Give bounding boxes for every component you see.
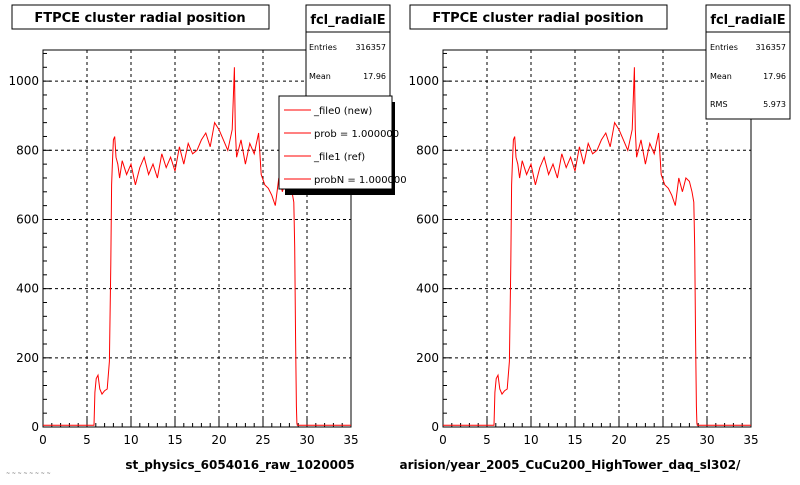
footer-text: ~ ~ ~ ~ ~ ~ ~ ~ [6, 471, 51, 477]
y-tick-label: 800 [416, 143, 439, 157]
series-group [443, 67, 751, 426]
y-tick-label: 600 [416, 212, 439, 226]
y-tick-label: 1000 [408, 74, 439, 88]
y-tick-label: 200 [416, 351, 439, 365]
legend-box: _file0 (new) prob = 1.000000 _file1 (ref… [278, 95, 407, 195]
x-axis-label: st_physics_6054016_raw_1020005 [125, 458, 354, 473]
y-tick-label: 200 [16, 351, 39, 365]
stats-entries-label: Entries [309, 43, 337, 52]
stats-rms-value: 5.973 [763, 100, 786, 109]
plot-frame [42, 49, 352, 428]
stats-mean-label: Mean [309, 72, 331, 81]
x-tick-label: 0 [39, 433, 47, 447]
x-tick-label: 20 [611, 433, 626, 447]
x-tick-label: 10 [523, 433, 538, 447]
legend-entry-prob: prob = 1.000000 [314, 129, 399, 140]
y-tick-label: 1000 [8, 74, 39, 88]
x-tick-label: 5 [483, 433, 491, 447]
stats-name: fcl_radialE [710, 13, 785, 28]
stats-entries-value: 316357 [755, 43, 786, 52]
x-tick-label: 20 [211, 433, 226, 447]
legend-entry-probn: probN = 1.000000 [314, 175, 407, 186]
x-tick-label: 30 [699, 433, 714, 447]
legend-entry-new: _file0 (new) [313, 106, 372, 117]
y-tick-label: 800 [16, 143, 39, 157]
x-tick-label: 30 [299, 433, 314, 447]
x-tick-label: 35 [743, 433, 758, 447]
plot-border [42, 49, 352, 428]
x-tick-label: 15 [567, 433, 582, 447]
chart-title: FTPCE cluster radial position [34, 11, 245, 26]
title-box: FTPCE cluster radial position [11, 4, 270, 30]
stats-mean-value: 17.96 [363, 72, 386, 81]
legend-entry-ref: _file1 (ref) [313, 152, 365, 163]
y-axis: 0 200 400 600 800 1000 [8, 52, 51, 434]
chart-title: FTPCE cluster radial position [432, 11, 643, 26]
x-tick-label: 25 [655, 433, 670, 447]
legend-frame [278, 95, 393, 190]
stats-entries-label: Entries [710, 43, 738, 52]
x-axis: 0 5 10 15 20 25 30 35 [439, 419, 759, 447]
left-histogram-pad: 0 5 10 15 20 25 30 35 0 200 400 600 800 1000 FTPCE c… [6, 4, 407, 477]
y-tick-label: 0 [431, 420, 439, 434]
x-tick-label: 15 [167, 433, 182, 447]
x-axis-label: arision/year_2005_CuCu200_HighTower_daq_… [400, 458, 742, 473]
stats-rms-label: RMS [710, 100, 728, 109]
y-tick-label: 600 [16, 212, 39, 226]
x-tick-label: 25 [255, 433, 270, 447]
x-tick-label: 5 [83, 433, 91, 447]
y-tick-label: 0 [31, 420, 39, 434]
y-axis: 0 200 400 600 800 1000 [408, 52, 451, 434]
x-tick-label: 35 [343, 433, 358, 447]
x-tick-label: 10 [123, 433, 138, 447]
plot-border [442, 49, 752, 428]
stats-name: fcl_radialE [310, 13, 385, 28]
y-tick-label: 400 [16, 282, 39, 296]
title-box: FTPCE cluster radial position [409, 4, 668, 30]
stats-mean-value: 17.96 [763, 72, 786, 81]
x-tick-label: 0 [439, 433, 447, 447]
stats-mean-label: Mean [710, 72, 732, 81]
right-histogram-pad: 0 5 10 15 20 25 30 35 0 200 400 600 800 1000 FTPCE c… [400, 4, 791, 473]
stats-box: fcl_radialE Entries 316357 Mean 17.96 RM… [705, 4, 791, 120]
plot-frame [442, 49, 752, 428]
y-tick-label: 400 [416, 282, 439, 296]
x-axis: 0 5 10 15 20 25 30 35 [39, 419, 359, 447]
stats-entries-value: 316357 [355, 43, 386, 52]
histogram-series-line [443, 67, 751, 426]
